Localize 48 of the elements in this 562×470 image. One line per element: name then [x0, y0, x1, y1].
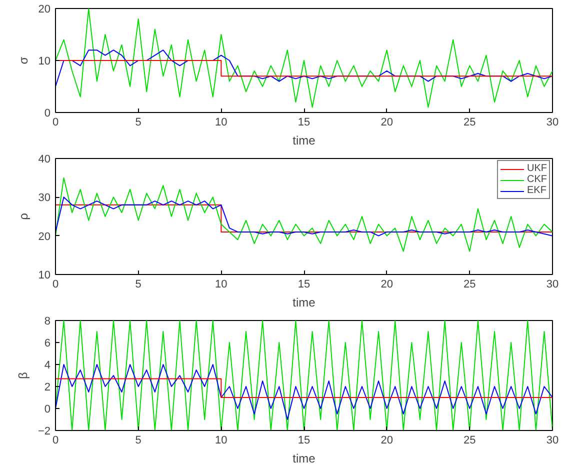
x-axis-title: time — [292, 134, 316, 148]
x-axis-title: time — [292, 452, 316, 466]
y-tick-label: 4 — [44, 360, 51, 372]
y-tick-label: 20 — [38, 230, 51, 243]
x-tick-label: 25 — [464, 278, 476, 290]
legend-label: EKF — [527, 185, 547, 196]
y-tick-label: 0 — [44, 404, 51, 416]
legend-label: UKF — [527, 163, 547, 174]
y-tick-label: 0 — [44, 108, 51, 120]
x-tick-label: 15 — [298, 116, 310, 128]
y-tick-label: −2 — [38, 426, 51, 438]
y-tick-label: 2 — [44, 382, 51, 394]
x-tick-label: 5 — [135, 434, 142, 446]
y-axis-title: ρ — [16, 212, 30, 220]
x-tick-label: 20 — [380, 278, 393, 290]
x-tick-label: 5 — [135, 278, 142, 290]
y-axis-title: σ — [16, 56, 30, 64]
y-tick-label: 20 — [38, 4, 51, 16]
line-series — [56, 320, 552, 430]
x-tick-label: 10 — [215, 434, 228, 446]
y-tick-label: 8 — [44, 316, 51, 328]
y-tick-label: 30 — [38, 192, 51, 204]
x-tick-label: 0 — [52, 434, 59, 446]
x-tick-label: 30 — [546, 434, 559, 446]
x-tick-label: 15 — [298, 434, 310, 446]
line-series — [56, 364, 552, 420]
x-tick-label: 30 — [546, 116, 559, 128]
y-axis-title: β — [16, 372, 30, 379]
x-tick-label: 25 — [464, 434, 476, 446]
x-tick-label: 0 — [52, 278, 59, 290]
y-tick-label: 40 — [38, 154, 51, 166]
x-tick-label: 20 — [380, 434, 393, 446]
legend-label: CKF — [527, 174, 547, 185]
x-tick-label: 15 — [298, 278, 310, 290]
line-series — [56, 177, 552, 252]
x-tick-label: 10 — [215, 278, 228, 290]
x-axis-title: time — [292, 296, 316, 310]
x-tick-label: 20 — [380, 116, 393, 128]
x-tick-label: 25 — [464, 116, 476, 128]
line-series — [56, 8, 552, 108]
y-tick-label: 10 — [38, 270, 51, 282]
y-tick-label: 6 — [44, 338, 51, 350]
x-tick-label: 5 — [135, 116, 142, 128]
y-tick-label: 10 — [38, 56, 51, 68]
line-series — [56, 196, 552, 236]
x-tick-label: 30 — [546, 278, 559, 290]
x-tick-label: 0 — [52, 116, 59, 128]
x-tick-label: 10 — [215, 116, 228, 128]
